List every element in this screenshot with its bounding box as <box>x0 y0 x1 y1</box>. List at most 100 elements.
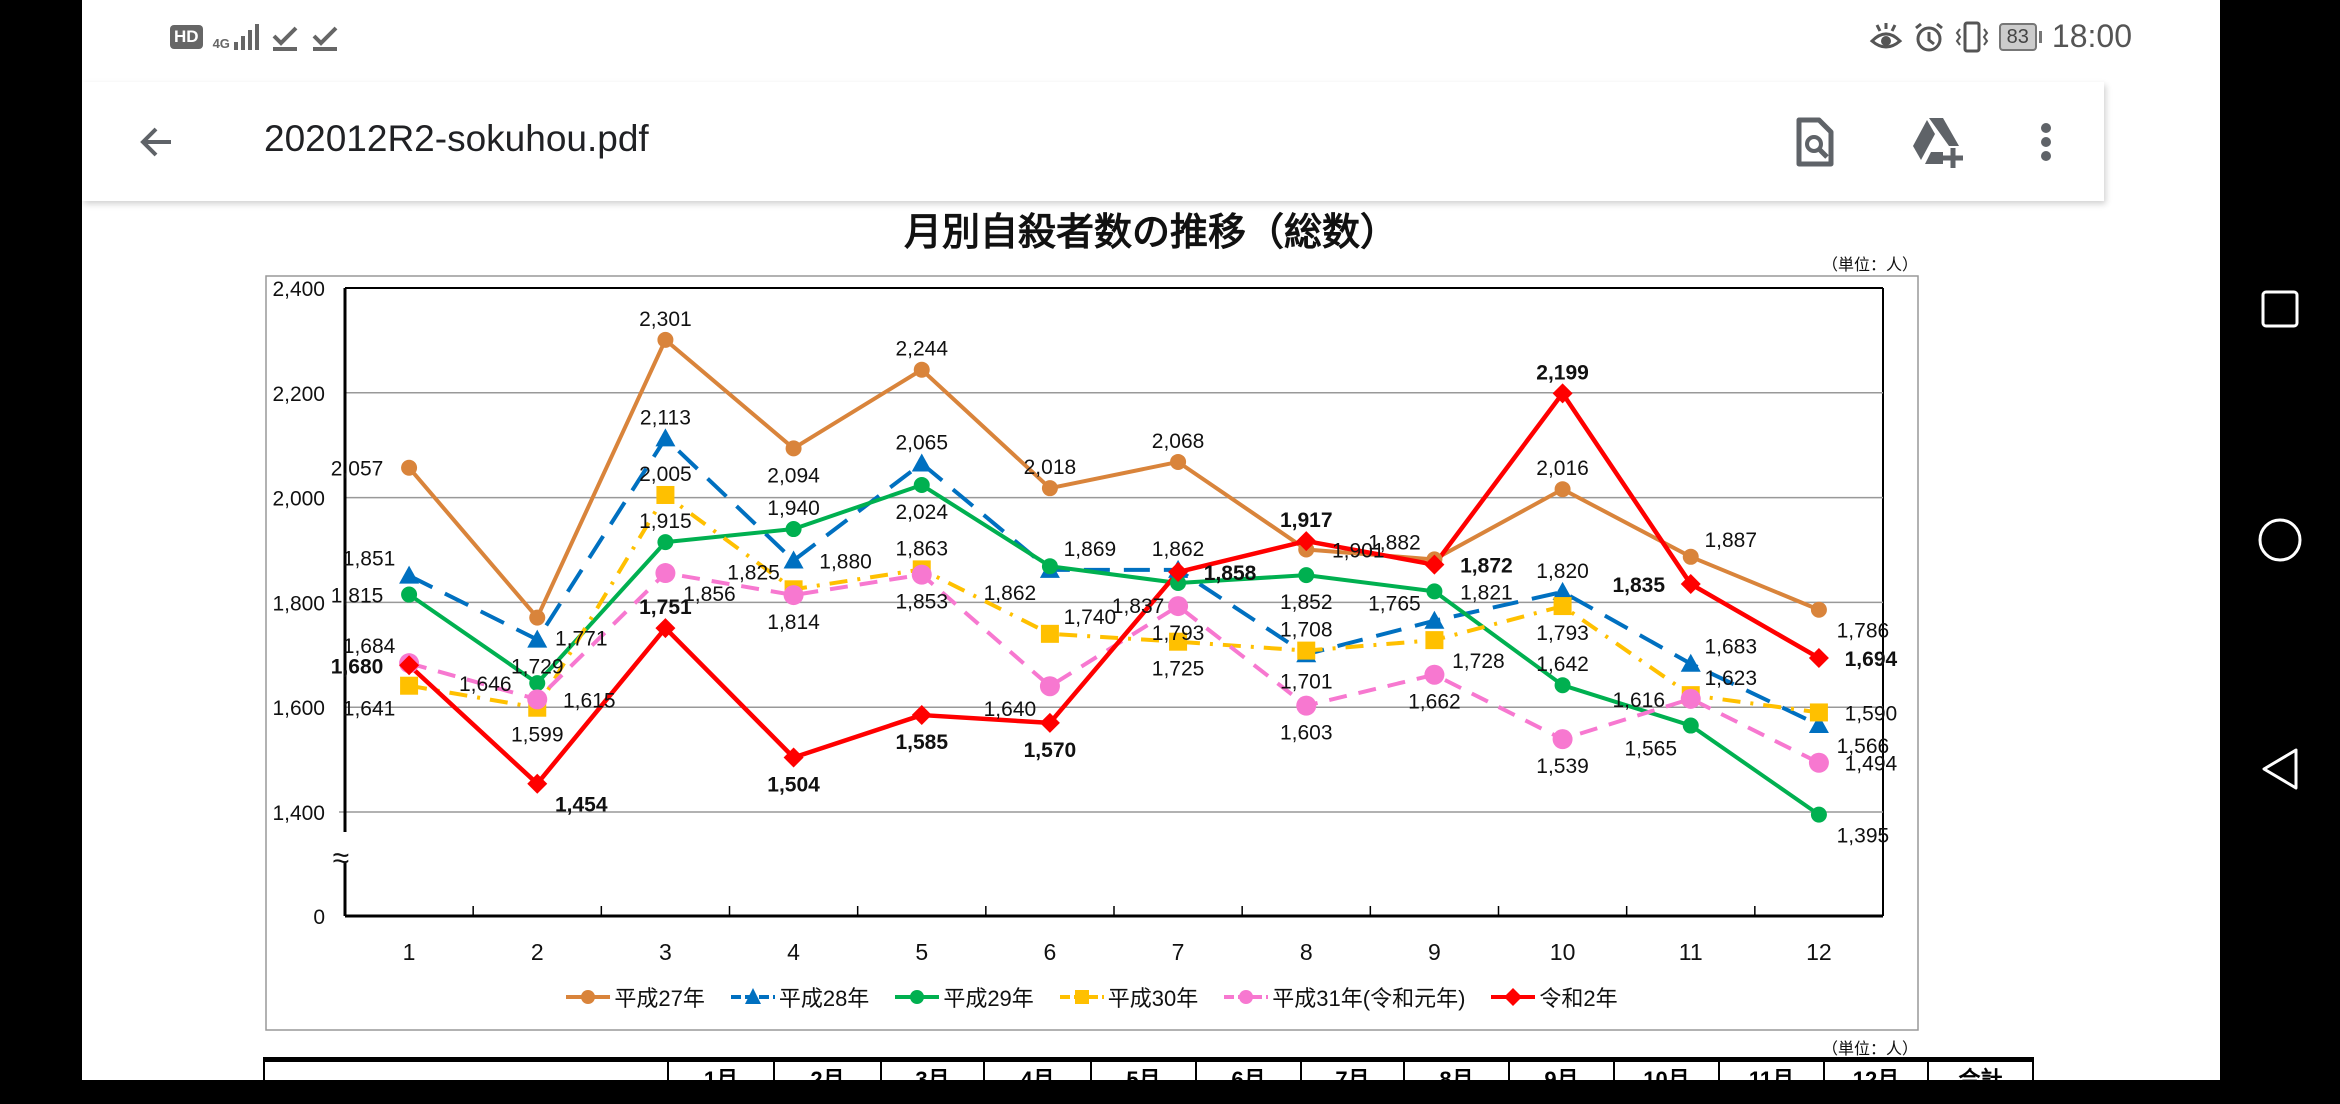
legend-label: 平成29年 <box>943 986 1034 1011</box>
document-title: 202012R2-sokuhou.pdf <box>264 118 649 159</box>
data-label: 1,599 <box>511 724 564 747</box>
data-label: 1,694 <box>1845 648 1898 671</box>
data-label: 2,065 <box>895 432 948 455</box>
data-label: 2,094 <box>767 464 820 487</box>
data-point-marker <box>911 564 932 585</box>
data-point-marker <box>1169 632 1188 651</box>
data-point-marker <box>1552 581 1573 600</box>
data-label: 1,856 <box>683 583 736 606</box>
data-point-marker <box>655 428 676 447</box>
data-label: 1,570 <box>1024 739 1077 762</box>
series-line-4 <box>408 492 1820 715</box>
data-point-marker <box>399 565 420 584</box>
data-point-marker <box>1682 548 1699 565</box>
data-label: 1,708 <box>1280 619 1333 642</box>
home-circle-icon[interactable] <box>2257 517 2303 563</box>
x-tick-label: 7 <box>1172 939 1185 965</box>
data-label: 2,057 <box>331 458 384 481</box>
data-label: 1,683 <box>1704 636 1757 659</box>
data-point-marker <box>656 485 675 504</box>
data-label: 1,494 <box>1845 753 1898 776</box>
series-line-3 <box>407 483 1821 817</box>
data-point-marker <box>1170 453 1187 470</box>
table-header-cell: 1月 <box>667 1057 775 1104</box>
data-label: 2,068 <box>1152 430 1205 453</box>
more-vert-icon[interactable] <box>2016 112 2076 172</box>
legend-swatch-icon <box>1224 990 1269 1004</box>
data-point-marker <box>1426 583 1443 600</box>
data-label: 1,603 <box>1280 722 1333 745</box>
data-label: 1,771 <box>555 628 608 651</box>
data-label: 1,684 <box>343 635 396 658</box>
data-point-marker <box>1039 712 1060 733</box>
data-point-marker <box>785 440 802 457</box>
chart-legend: 平成27年 平成28年 平成29年 平成30年 平成31年(令和元年) 令和2年 <box>266 981 1918 1013</box>
data-point-marker <box>400 676 419 695</box>
data-point-marker <box>1424 554 1445 575</box>
x-tick-label: 3 <box>659 939 672 965</box>
data-label: 1,915 <box>639 510 692 533</box>
find-in-document-icon[interactable] <box>1785 112 1845 172</box>
series-line-2 <box>408 436 1820 727</box>
data-label: 1,765 <box>1368 593 1421 616</box>
legend-swatch-icon <box>1059 990 1104 1004</box>
data-label: 1,862 <box>984 582 1037 605</box>
data-point-marker <box>401 586 418 603</box>
data-point-marker <box>783 585 804 606</box>
data-point-marker <box>529 675 546 692</box>
data-label: 1,917 <box>1280 509 1333 532</box>
data-label: 2,018 <box>1024 456 1077 479</box>
data-label: 1,852 <box>1280 591 1333 614</box>
data-point-marker <box>1039 676 1060 697</box>
data-point-marker <box>1552 729 1573 750</box>
data-label: 2,005 <box>639 463 692 486</box>
data-label: 1,642 <box>1536 653 1589 676</box>
add-to-drive-icon[interactable] <box>1907 112 1967 172</box>
data-point-marker <box>785 521 802 538</box>
y-tick-label: 1,800 <box>272 592 325 615</box>
monthly-table: 1月 2月 3月 4月 5月 6月 7月 8月 9月 10月 11月 12月 合計 <box>263 1057 2034 1104</box>
data-label: 1,786 <box>1837 620 1890 643</box>
data-label: 1,701 <box>1280 670 1333 693</box>
table-header-cell: 12月 <box>1823 1057 1929 1104</box>
table-header-cell: 8月 <box>1403 1057 1510 1104</box>
legend-label: 平成27年 <box>614 986 705 1011</box>
data-point-marker <box>1168 596 1189 617</box>
data-label: 2,016 <box>1536 457 1589 480</box>
data-label: 1,585 <box>895 731 948 754</box>
table-header-cell: 9月 <box>1508 1057 1615 1104</box>
data-label: 1,729 <box>511 656 564 679</box>
back-triangle-icon[interactable] <box>2260 747 2300 791</box>
data-label: 1,862 <box>1152 538 1205 561</box>
table-header-cell: 6月 <box>1195 1057 1302 1104</box>
pdf-page[interactable]: 月別自殺者数の推移（総数） （単位：人） 2,400 2,200 2,000 1,80… <box>82 201 2220 1104</box>
data-point-marker <box>1168 562 1189 583</box>
legend-swatch-icon <box>1491 988 1536 1006</box>
data-label: 1,901 <box>1332 539 1385 562</box>
x-tick-label: 2 <box>531 939 544 965</box>
4g-signal-icon: 4G <box>213 24 260 50</box>
data-label: 1,566 <box>1837 735 1890 758</box>
data-point-marker <box>655 618 676 639</box>
data-label: 1,539 <box>1536 755 1589 778</box>
data-label: 1,837 <box>1112 595 1165 618</box>
data-label: 1,882 <box>1368 531 1421 554</box>
data-point-marker <box>1680 574 1701 595</box>
data-label: 2,113 <box>640 406 691 429</box>
chart-frame <box>265 275 1919 1031</box>
alarm-icon <box>1914 22 1943 51</box>
data-point-marker <box>1810 806 1827 823</box>
back-arrow-icon[interactable] <box>127 112 187 172</box>
legend-item: 平成31年(令和元年) <box>1224 981 1465 1013</box>
table-header-cell: 5月 <box>1090 1057 1197 1104</box>
recents-square-icon[interactable] <box>2260 289 2300 329</box>
data-label: 1,835 <box>1612 574 1665 597</box>
y-tick-label: 1,600 <box>272 697 325 720</box>
y-tick-label: 2,400 <box>272 278 325 301</box>
axis-break-icon: ≈ <box>333 842 349 875</box>
data-point-marker <box>1553 597 1572 616</box>
data-label: 1,616 <box>1612 689 1665 712</box>
data-label: 1,863 <box>895 537 948 560</box>
x-tick-label: 11 <box>1679 939 1703 965</box>
